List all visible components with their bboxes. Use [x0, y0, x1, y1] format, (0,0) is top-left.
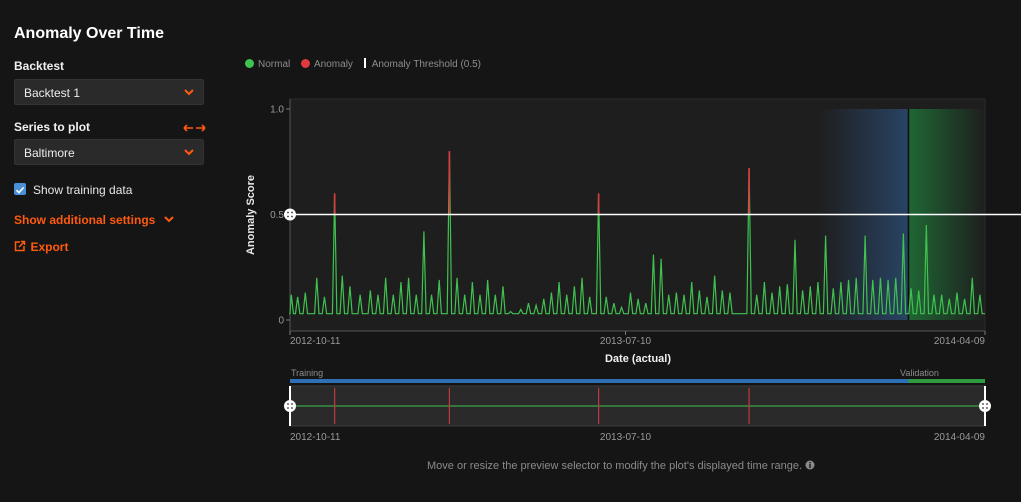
additional-settings-toggle[interactable]: Show additional settings	[14, 211, 175, 229]
swap-arrows-icon[interactable]	[183, 122, 207, 134]
preview-handle-grip	[982, 407, 984, 409]
x-tick-label: 2012-10-11	[290, 336, 341, 347]
chevron-down-icon	[184, 89, 194, 96]
show-training-checkbox[interactable]	[14, 183, 26, 195]
preview-x-tick-label: 2014-04-09	[934, 432, 986, 443]
y-tick-label: 1.0	[270, 105, 284, 116]
preview-x-tick-label: 2012-10-11	[290, 432, 341, 443]
additional-settings-label: Show additional settings	[14, 213, 156, 227]
preview-right-handle	[979, 400, 991, 412]
backtest-select[interactable]: Backtest 1	[14, 79, 204, 105]
preview-handle-grip	[287, 407, 289, 409]
y-axis-label: Anomaly Score	[245, 175, 257, 255]
footnote: Move or resize the preview selector to m…	[427, 460, 815, 472]
legend-dot-normal	[245, 59, 254, 68]
chevron-down-icon	[164, 216, 174, 223]
preview-handle-grip	[986, 403, 988, 405]
show-training-label: Show training data	[33, 183, 133, 197]
preview-handle-grip	[287, 403, 289, 405]
x-axis-label: Date (actual)	[605, 353, 671, 365]
validation-partition-bar	[908, 379, 985, 383]
page-title: Anomaly Over Time	[14, 25, 164, 42]
legend-label-normal: Normal	[258, 59, 291, 70]
preview-x-tick-label: 2013-07-10	[600, 432, 652, 443]
legend-label-threshold: Anomaly Threshold (0.5)	[371, 59, 482, 70]
threshold-handle-grip	[287, 211, 289, 214]
preview-handle-grip	[982, 403, 984, 405]
preview-handle-grip	[986, 407, 988, 409]
chart-legend: Normal Anomaly Anomaly Threshold (0.5)	[245, 58, 489, 70]
checkmark-icon	[15, 186, 25, 194]
backtest-label: Backtest	[14, 59, 65, 73]
preview-validation-label: Validation	[900, 368, 939, 378]
legend-item-normal[interactable]: Normal	[245, 59, 290, 70]
series-select-value: Baltimore	[24, 146, 75, 160]
x-tick-label: 2014-04-09	[934, 336, 986, 347]
legend-item-anomaly[interactable]: Anomaly	[301, 59, 353, 70]
training-partition-bar	[290, 379, 909, 383]
preview-training-label: Training	[291, 368, 323, 378]
normal-series-line	[289, 151, 985, 315]
backtest-select-value: Backtest 1	[24, 86, 81, 100]
threshold-handle	[284, 208, 296, 221]
series-label: Series to plot	[14, 120, 91, 134]
export-icon	[14, 240, 26, 252]
x-tick-label: 2013-07-10	[600, 336, 652, 347]
legend-dot-anomaly	[301, 59, 311, 68]
threshold-handle-grip	[291, 215, 293, 218]
info-icon[interactable]	[805, 460, 815, 470]
y-tick-label: 0	[278, 316, 284, 327]
threshold-handle-grip	[287, 215, 289, 218]
y-tick-label: 0.5	[270, 210, 284, 221]
legend-item-threshold[interactable]: Anomaly Threshold (0.5)	[363, 58, 482, 70]
footnote-text: Move or resize the preview selector to m…	[427, 460, 803, 472]
chevron-down-icon	[184, 149, 194, 156]
preview-handle-grip	[291, 407, 293, 409]
legend-label-anomaly: Anomaly	[314, 59, 353, 70]
export-button[interactable]: Export	[14, 238, 68, 256]
threshold-handle-grip	[291, 211, 293, 214]
legend-line-threshold	[363, 58, 366, 68]
preview-left-handle	[284, 400, 296, 412]
preview-handle-grip	[291, 403, 293, 405]
series-select[interactable]: Baltimore	[14, 139, 204, 165]
export-label: Export	[30, 240, 69, 254]
